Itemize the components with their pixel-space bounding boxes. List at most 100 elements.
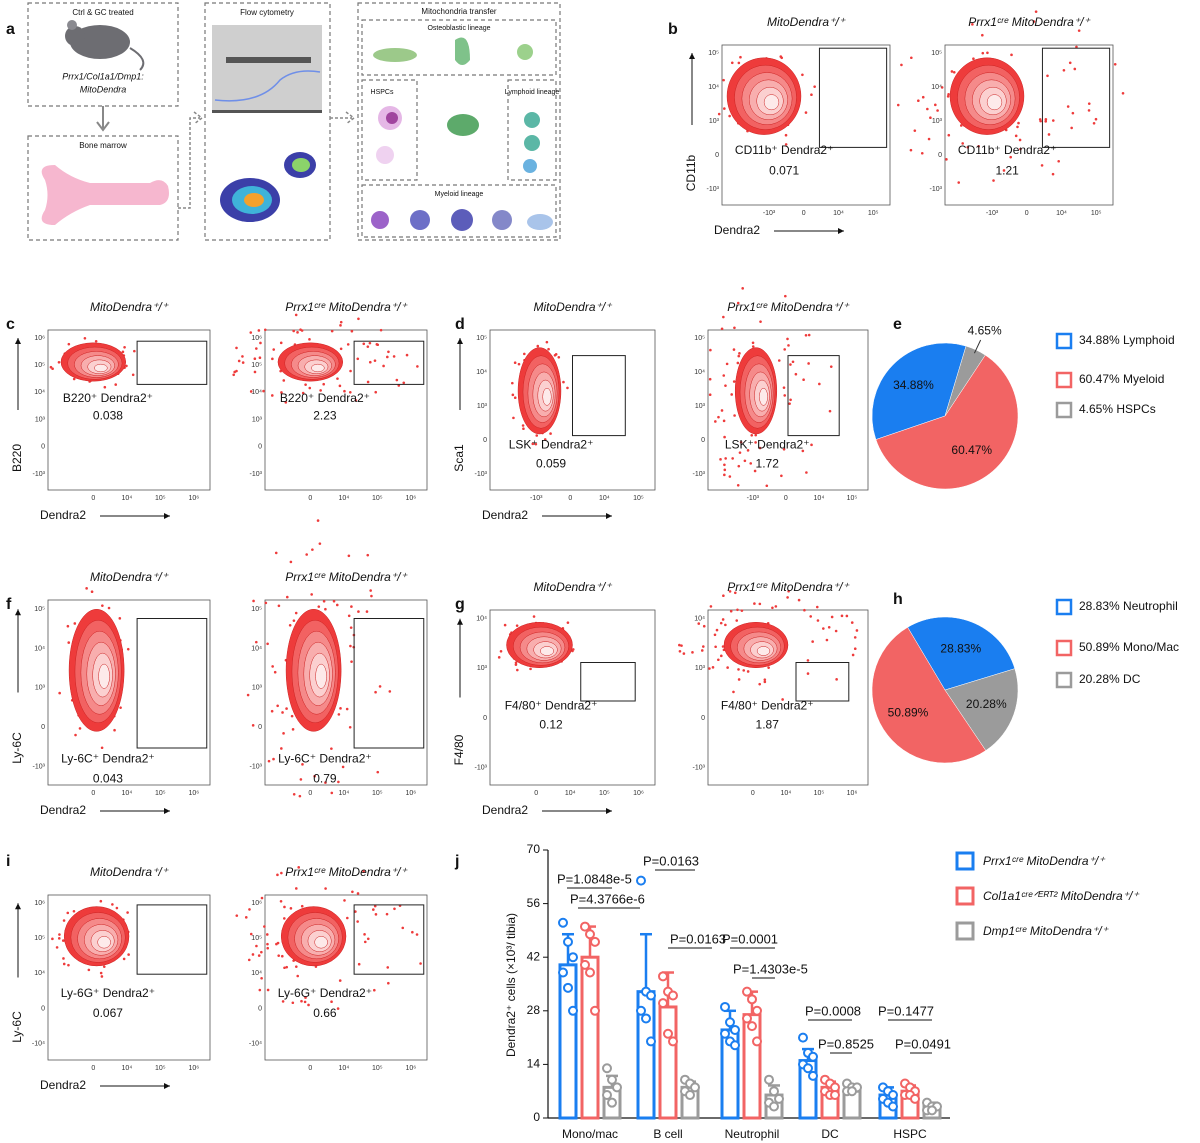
event <box>680 644 683 647</box>
y-tick-label: -10³ <box>693 764 706 771</box>
event <box>1092 122 1096 125</box>
event <box>709 605 713 608</box>
data-point <box>803 1063 813 1074</box>
event <box>259 341 262 345</box>
event <box>283 966 286 970</box>
event <box>330 1000 333 1003</box>
event <box>289 907 293 910</box>
y-tick-label: 10⁶ <box>251 900 262 907</box>
y-tick-label: 10⁶ <box>251 335 262 342</box>
event <box>405 353 409 357</box>
y-tick-label: 10⁴ <box>34 389 45 396</box>
event <box>356 892 360 895</box>
y-tick-label: -10³ <box>250 763 263 770</box>
y-tick-label: 10⁶ <box>34 900 45 907</box>
x-tick-label: DC <box>821 1127 839 1141</box>
event <box>737 464 741 468</box>
event <box>1068 61 1072 65</box>
event <box>372 908 375 911</box>
event <box>55 946 59 949</box>
event <box>337 713 341 716</box>
legend-swatch <box>1055 639 1073 657</box>
y-axis-label: Ly-6C <box>10 1011 24 1043</box>
event <box>67 963 70 967</box>
event <box>783 394 787 397</box>
event <box>280 954 284 958</box>
event <box>515 624 519 627</box>
event <box>289 560 293 564</box>
event <box>118 617 122 620</box>
y-tick-label: -10⁴ <box>249 1040 262 1047</box>
event <box>126 911 129 914</box>
gate-percent: 0.071 <box>769 164 799 178</box>
data-point <box>658 971 668 982</box>
event <box>100 746 104 750</box>
pie-slice <box>907 616 1016 691</box>
event <box>697 622 701 625</box>
event <box>267 759 271 763</box>
event <box>845 614 849 618</box>
event <box>301 763 304 766</box>
arrow-head <box>457 618 463 625</box>
event <box>725 362 729 366</box>
data-point <box>590 1005 600 1016</box>
event <box>1087 102 1091 105</box>
event <box>281 1000 285 1003</box>
data-point <box>808 1070 818 1081</box>
event <box>1087 109 1091 112</box>
event <box>945 158 948 161</box>
legend-swatch <box>1055 598 1073 616</box>
x-tick-label: 0 <box>751 790 755 797</box>
event <box>387 350 390 354</box>
event <box>291 1001 295 1005</box>
event <box>566 386 569 390</box>
gate-label: F4/80⁺ Dendra2⁺ <box>505 698 598 712</box>
event <box>733 326 736 330</box>
cytometer <box>212 25 322 110</box>
event <box>719 458 722 461</box>
bone-marrow-box <box>27 135 179 241</box>
event <box>283 905 286 909</box>
event <box>754 433 758 437</box>
data-point <box>568 1005 578 1016</box>
event <box>926 107 929 111</box>
event <box>366 553 370 557</box>
event <box>291 728 295 731</box>
x-tick-label: 10⁴ <box>121 495 132 502</box>
y-tick-label: 0 <box>258 444 262 451</box>
event <box>248 908 251 911</box>
event <box>392 355 396 358</box>
x-tick-label: 10⁵ <box>847 495 858 502</box>
bone-marrow: Bone marrow <box>79 141 127 150</box>
event <box>763 678 767 681</box>
event <box>262 389 265 393</box>
event <box>338 979 342 982</box>
gate-percent: 0.059 <box>536 457 566 471</box>
event <box>90 590 94 593</box>
y-axis-label: Dendra2⁺ cells (×10³/ tibia) <box>504 913 518 1057</box>
event <box>266 988 270 992</box>
event <box>743 459 747 463</box>
y-tick-label: 10⁴ <box>476 369 487 376</box>
event <box>356 920 359 923</box>
event <box>341 765 345 769</box>
event <box>913 129 917 132</box>
event <box>516 668 519 672</box>
mouse <box>70 25 130 59</box>
x-axis-label: Dendra2 <box>40 508 86 522</box>
event <box>357 317 360 321</box>
y-tick-label: 0 <box>258 1005 262 1012</box>
event <box>729 609 733 613</box>
event <box>781 698 784 701</box>
x-tick-label: -10³ <box>747 495 760 502</box>
data-point <box>658 998 668 1009</box>
y-tick-label: 10³ <box>695 665 706 672</box>
arrow-head <box>606 808 612 814</box>
event <box>57 937 61 940</box>
event <box>246 693 250 697</box>
x-tick-label: 10⁴ <box>1056 210 1067 217</box>
event <box>917 99 920 103</box>
event <box>388 690 392 693</box>
event <box>279 899 283 903</box>
event <box>111 903 114 906</box>
